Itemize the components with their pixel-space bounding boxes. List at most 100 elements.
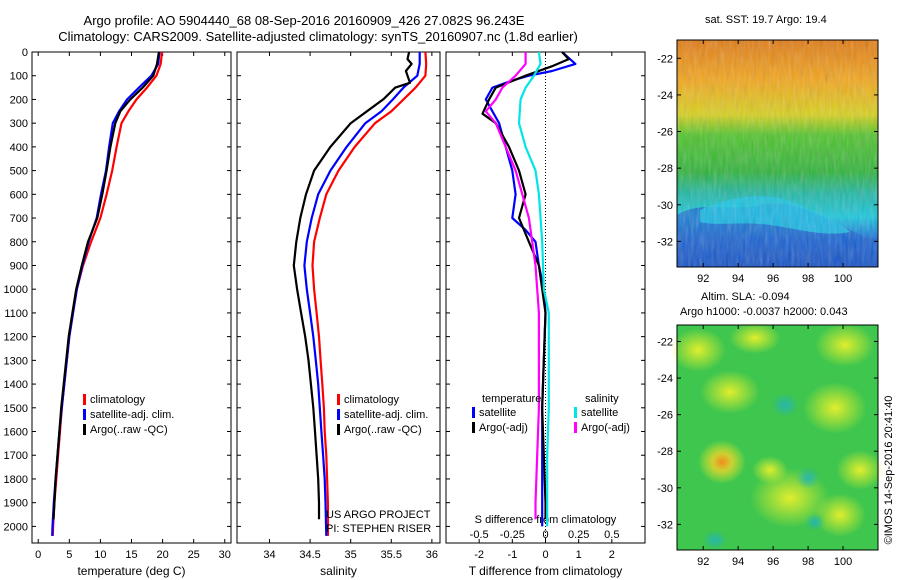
legend-swatch bbox=[337, 409, 340, 420]
sla-blob bbox=[729, 322, 781, 354]
sst-map: -22 -24 -26 -28 -30 -32 92 94 96 98 100 bbox=[657, 39, 879, 285]
x2-tick-label: -0.5 bbox=[470, 529, 489, 541]
legend-header: salinity bbox=[585, 393, 619, 405]
x2-tick-label: 0 bbox=[542, 529, 548, 541]
x2-axis-label: S difference from climatology bbox=[475, 514, 617, 526]
y-tick-label: 400 bbox=[10, 142, 28, 154]
x-tick-label: 5 bbox=[66, 549, 72, 561]
figure-subtitle: Climatology: CARS2009. Satellite-adjuste… bbox=[58, 29, 578, 44]
lon-tick-label: 98 bbox=[802, 273, 814, 285]
x-axis-label: temperature (deg C) bbox=[77, 564, 185, 578]
x-axis-label: T difference from climatology bbox=[469, 564, 623, 578]
sst-axes: -22 -24 -26 -28 -30 -32 92 94 96 98 100 bbox=[657, 40, 878, 285]
y-tick-label: 1900 bbox=[4, 498, 28, 510]
sla-blob-low bbox=[771, 393, 799, 417]
y-tick-label: 1200 bbox=[4, 332, 28, 344]
x-tick-label: 25 bbox=[188, 549, 200, 561]
sst-texture bbox=[677, 40, 878, 267]
lon-tick-label: 96 bbox=[767, 556, 779, 568]
series-line-1 bbox=[484, 51, 577, 527]
sla-title: Altim. SLA: -0.094 bbox=[701, 291, 790, 303]
legend-header: temperature bbox=[482, 393, 541, 405]
y-tick-label: 2000 bbox=[4, 521, 28, 533]
y-tick-label: 100 bbox=[10, 71, 28, 83]
sla-blob bbox=[670, 328, 726, 372]
plot-frame bbox=[31, 51, 232, 544]
sla-blob bbox=[752, 456, 788, 484]
legend-label: satellite-adj. clim. bbox=[90, 409, 174, 421]
lon-tick-label: 94 bbox=[732, 273, 744, 285]
lat-tick-label: -24 bbox=[657, 373, 673, 385]
legend-swatch bbox=[574, 422, 577, 433]
y-tick-label: 1100 bbox=[4, 308, 28, 320]
legend-swatch bbox=[574, 407, 577, 418]
series-line-2 bbox=[51, 51, 161, 536]
lat-tick-label: -22 bbox=[657, 336, 673, 348]
sla-blob bbox=[698, 440, 746, 484]
x-tick-label: 15 bbox=[125, 549, 137, 561]
x-tick-label: 35 bbox=[345, 549, 357, 561]
y-tick-label: 1500 bbox=[4, 403, 28, 415]
x2-tick-label: -0.25 bbox=[500, 529, 525, 541]
sla-blob bbox=[815, 323, 875, 367]
lon-tick-label: 100 bbox=[834, 273, 852, 285]
y-tick-label: 800 bbox=[10, 237, 28, 249]
x-tick-label: -1 bbox=[507, 549, 517, 561]
series-line-3 bbox=[52, 51, 160, 520]
sst-map-frame bbox=[676, 39, 879, 268]
figure-title: Argo profile: AO 5904440_68 08-Sep-2016 … bbox=[83, 13, 525, 28]
sla-blob bbox=[700, 370, 760, 414]
legend-swatch bbox=[337, 424, 340, 435]
x2-tick-label: 0.25 bbox=[568, 529, 589, 541]
series-line-2 bbox=[481, 51, 570, 520]
sst-title: sat. SST: 19.7 Argo: 19.4 bbox=[705, 14, 827, 26]
lat-tick-label: -32 bbox=[657, 236, 673, 248]
y-tick-label: 200 bbox=[10, 94, 28, 106]
x-tick-label: 10 bbox=[94, 549, 106, 561]
lon-tick-label: 92 bbox=[697, 273, 709, 285]
legend-label: Argo(..raw -QC) bbox=[90, 424, 168, 436]
x-tick-label: 1 bbox=[576, 549, 582, 561]
legend-swatch bbox=[83, 424, 86, 435]
legend-label: satellite-adj. clim. bbox=[344, 409, 428, 421]
sla-subtitle: Argo h1000: -0.0037 h2000: 0.043 bbox=[680, 306, 848, 318]
legend-label: satellite bbox=[581, 407, 618, 419]
y-tick-label: 1800 bbox=[4, 474, 28, 486]
lon-tick-label: 100 bbox=[834, 556, 852, 568]
sla-blob bbox=[803, 382, 867, 434]
lat-tick-label: -24 bbox=[657, 90, 673, 102]
legend-swatch bbox=[337, 394, 340, 405]
y-tick-label: 700 bbox=[10, 213, 28, 225]
legend-label: climatology bbox=[90, 394, 146, 406]
y-tick-label: 1300 bbox=[4, 355, 28, 367]
lat-tick-label: -28 bbox=[657, 163, 673, 175]
lat-tick-label: -22 bbox=[657, 53, 673, 65]
lat-tick-label: -32 bbox=[657, 519, 673, 531]
lat-tick-label: -30 bbox=[657, 200, 673, 212]
legend-label: Argo(-adj) bbox=[479, 422, 528, 434]
profile-panel-3: -2 -1 0 1 2 T difference from climatology -0.5… bbox=[445, 51, 646, 578]
x-tick-label: 34.5 bbox=[299, 549, 320, 561]
y-tick-label: 0 bbox=[22, 47, 28, 59]
x-tick-label: 35.5 bbox=[381, 549, 402, 561]
sla-blob bbox=[836, 450, 884, 490]
plot-frame bbox=[236, 51, 441, 544]
series-line-1 bbox=[51, 51, 164, 536]
legend-label: satellite bbox=[479, 407, 516, 419]
y-tick-label: 900 bbox=[10, 260, 28, 272]
x-tick-label: 2 bbox=[609, 549, 615, 561]
legend-swatch bbox=[83, 409, 86, 420]
sla-blob-low bbox=[703, 530, 727, 550]
sla-blob bbox=[814, 493, 866, 537]
series-line-3 bbox=[292, 51, 413, 520]
sla-map: -22 -24 -26 -28 -30 -32 92 94 96 98 100 bbox=[657, 322, 884, 568]
lon-tick-label: 98 bbox=[802, 556, 814, 568]
sla-blob-low bbox=[796, 467, 820, 489]
project-annotation: US ARGO PROJECT bbox=[326, 509, 431, 521]
lon-tick-label: 96 bbox=[767, 273, 779, 285]
x-tick-label: 20 bbox=[156, 549, 168, 561]
profile-panels: 0100200300400500600700800900100011001200… bbox=[4, 47, 646, 578]
sla-map-frame bbox=[676, 324, 879, 551]
y-tick-label: 1400 bbox=[4, 379, 28, 391]
series-line-1 bbox=[311, 51, 428, 536]
